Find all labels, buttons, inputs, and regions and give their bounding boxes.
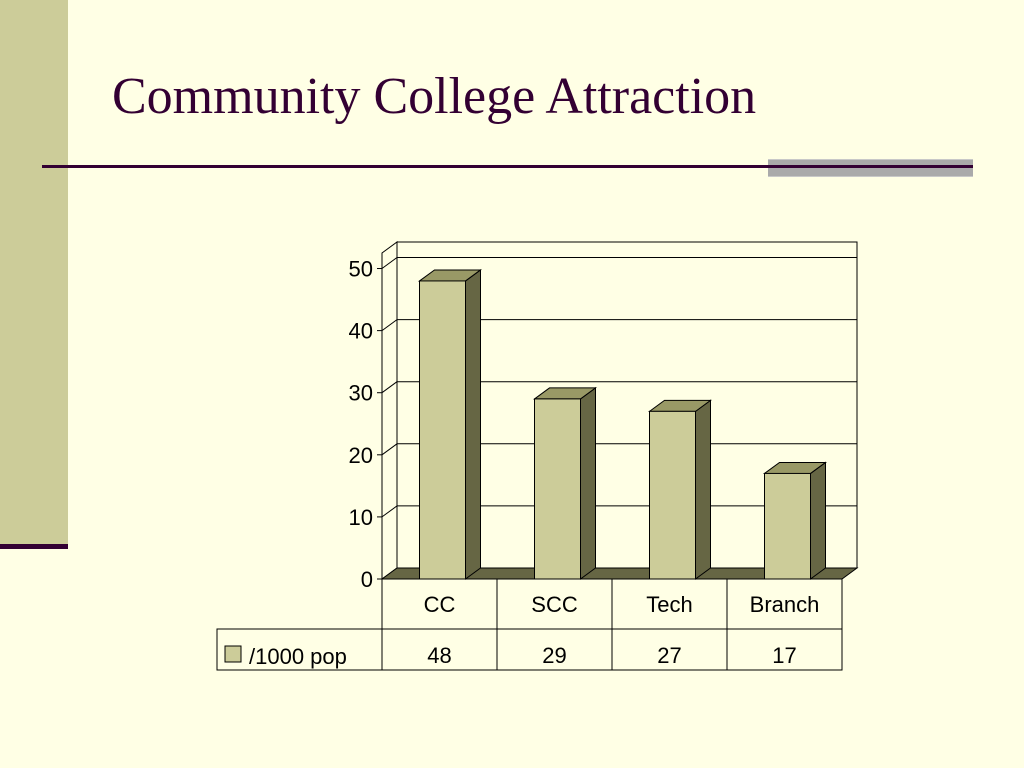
- gridline-depth: [381, 381, 398, 394]
- x-category-label: SCC: [531, 592, 578, 617]
- gridline-depth: [381, 257, 398, 269]
- bar-side: [695, 399, 711, 580]
- bar: [417, 268, 483, 580]
- slide-title: Community College Attraction: [112, 68, 757, 125]
- data-table-value: 17: [772, 643, 796, 668]
- bar-side: [580, 386, 596, 580]
- gridline-depth: [381, 505, 398, 518]
- y-tick-label: 10: [349, 505, 373, 530]
- y-tick-label: 20: [349, 443, 373, 468]
- title-divider: [42, 165, 972, 168]
- bar-front: [649, 410, 696, 580]
- bar-side: [810, 461, 826, 580]
- bar: [647, 399, 713, 580]
- bars: [417, 268, 828, 580]
- y-tick-label: 50: [349, 257, 373, 282]
- sidebar-accent-bar: [0, 544, 68, 549]
- bar: [762, 461, 828, 580]
- side-wall: [381, 241, 398, 580]
- bar-front: [764, 472, 811, 580]
- data-table-value: 27: [657, 643, 681, 668]
- x-category-label: Branch: [750, 592, 820, 617]
- table-value-row: [216, 628, 843, 671]
- data-table-value: 29: [542, 643, 566, 668]
- data-table: CC 48 SCC 29 Tech 27 Branch 17/1000 pop: [216, 578, 843, 671]
- y-axis: 0 10 20 30 40 50: [349, 257, 382, 592]
- gridline-depth: [381, 319, 398, 332]
- legend-swatch: [224, 645, 242, 663]
- data-table-value: 48: [427, 643, 451, 668]
- sidebar-stripe: [0, 0, 68, 544]
- bar-front: [534, 398, 581, 580]
- gridline-depth: [381, 443, 398, 456]
- y-tick-label: 30: [349, 381, 373, 406]
- x-category-label: CC: [424, 592, 456, 617]
- x-category-label: Tech: [646, 592, 692, 617]
- y-tick-label: 40: [349, 319, 373, 344]
- bar: [532, 386, 598, 580]
- legend-series-name: /1000 pop: [249, 644, 347, 669]
- bar-side: [465, 268, 481, 580]
- title-divider-accent: [768, 159, 973, 177]
- y-tick-label: 0: [361, 567, 373, 592]
- bar-front: [419, 280, 466, 580]
